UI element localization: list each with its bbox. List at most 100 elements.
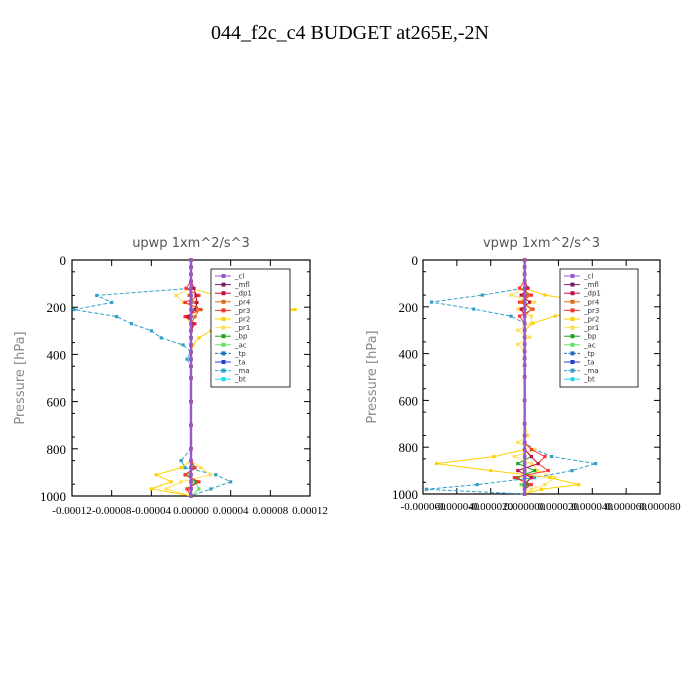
y-axis-label: Pressure [hPa] — [365, 330, 380, 423]
series-point-cl — [189, 494, 193, 498]
y-tick-label: 200 — [47, 300, 67, 315]
series-point-cl — [522, 375, 527, 379]
series-point-pr3 — [184, 286, 188, 290]
series-point-ma — [229, 480, 233, 484]
legend-marker — [570, 308, 575, 313]
y-tick-label: 600 — [47, 395, 67, 410]
series-point-cl — [522, 492, 527, 496]
y-tick-label: 1000 — [40, 489, 66, 504]
legend-marker — [221, 351, 226, 356]
series-point-pr3 — [197, 480, 201, 484]
series-point-cl — [522, 422, 527, 426]
series-point-pr3 — [193, 322, 197, 326]
legend-label: _ac — [583, 341, 596, 349]
series-point-cl — [189, 315, 193, 319]
series-point-pr3 — [517, 300, 522, 304]
series-point-pr2 — [539, 487, 544, 491]
y-tick-label: 0 — [60, 253, 67, 268]
legend-label: _bp — [234, 333, 248, 341]
series-point-pr2 — [293, 307, 297, 312]
series-point-pr4 — [187, 293, 191, 297]
legend-marker — [570, 282, 575, 287]
series-point-ma — [179, 459, 183, 463]
series-point-pr1 — [543, 483, 547, 487]
series-point-ma — [475, 483, 479, 487]
series-point-pr3 — [197, 293, 201, 297]
series-point-ma — [159, 336, 163, 340]
y-tick-label: 400 — [47, 347, 67, 362]
series-point-pr1 — [209, 473, 213, 477]
series-point-pr2 — [191, 343, 195, 347]
x-tick-label: 0.000040 — [572, 501, 614, 513]
legend-label: _pr2 — [234, 316, 250, 324]
legend-marker — [221, 360, 226, 364]
series-point-cl — [189, 329, 193, 333]
series-point-ma — [533, 476, 537, 480]
series-point-bp — [516, 461, 520, 466]
series-point-pr2 — [154, 473, 158, 477]
series-point-pr4 — [193, 300, 197, 305]
legend-marker — [221, 274, 226, 278]
x-tick-label: -0.000060 — [401, 501, 446, 513]
legend-label: _tp — [234, 350, 246, 358]
legend-marker — [221, 325, 226, 330]
series-point-cl — [522, 286, 527, 290]
series-point-cl — [522, 265, 527, 269]
x-tick-label: -0.000040 — [434, 501, 479, 513]
series-point-pr2 — [548, 476, 552, 480]
series-point-cl — [522, 483, 527, 487]
x-tick-label: -0.000020 — [468, 501, 513, 513]
legend-label: _pr1 — [234, 324, 250, 332]
series-point-cl — [522, 314, 527, 318]
legend-marker — [221, 299, 226, 304]
legend-marker — [221, 368, 226, 373]
legend-label: _dp1 — [234, 290, 252, 298]
series-point-cl — [189, 300, 193, 305]
series-point-pr1 — [164, 487, 168, 491]
series-point-pr4 — [197, 307, 201, 312]
series-point-cl — [189, 258, 193, 262]
series-point-cl — [522, 433, 527, 438]
series-point-pr1 — [529, 314, 533, 318]
legend-label: _tp — [583, 350, 595, 358]
legend-marker — [570, 360, 575, 364]
legend-label: _pr1 — [583, 324, 599, 332]
series-point-bp — [516, 476, 520, 480]
series-point-dp1 — [193, 307, 197, 312]
series-point-ac — [193, 480, 197, 484]
series-point-pr1 — [174, 293, 178, 297]
series-point-cl — [189, 376, 193, 380]
series-point-pr3 — [185, 487, 189, 491]
series-point-cl — [522, 307, 527, 311]
y-tick-label: 200 — [399, 300, 419, 315]
series-point-ma — [509, 314, 513, 318]
series-point-pr4 — [519, 300, 523, 304]
series-point-dp1 — [519, 293, 523, 297]
series-point-cl — [522, 440, 527, 445]
series-point-ma — [185, 357, 189, 361]
legend-label: _mfl — [234, 281, 250, 289]
x-tick-label: 0.00012 — [292, 505, 328, 517]
series-point-ma — [480, 293, 484, 297]
plot-title: vpwp 1xm^2/s^3 — [483, 236, 600, 251]
series-point-cl — [189, 307, 193, 312]
series-point-cl — [522, 447, 527, 452]
legend-marker — [570, 299, 575, 304]
series-point-cl — [189, 286, 193, 290]
legend-marker — [221, 377, 226, 382]
legend-marker — [570, 368, 575, 373]
x-tick-label: 0.000000 — [504, 501, 546, 513]
legend-label: _pr4 — [583, 298, 600, 306]
series-point-ma — [214, 473, 218, 477]
series-point-pr1 — [512, 454, 517, 459]
series-point-pr2 — [492, 454, 496, 459]
series-point-cl — [189, 473, 193, 477]
series-point-cl — [522, 469, 527, 473]
series-point-cl — [522, 279, 527, 283]
series-point-cl — [189, 272, 193, 276]
series-point-pr3 — [529, 293, 533, 297]
series-point-dp1 — [194, 293, 198, 297]
series-point-ac — [519, 483, 523, 487]
series-point-cl — [189, 480, 193, 484]
series-point-cl — [189, 459, 193, 463]
